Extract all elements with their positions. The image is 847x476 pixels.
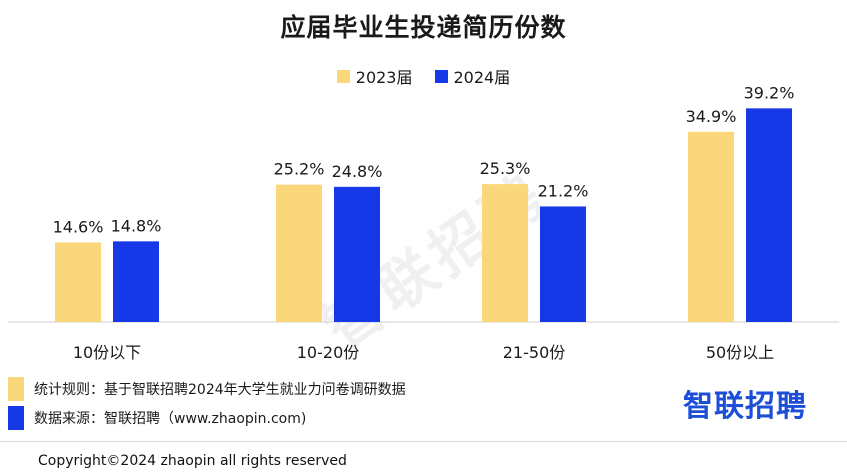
- brand-logo: 智联招聘: [683, 389, 807, 424]
- legend-label-2023: 2023届: [355, 68, 413, 87]
- footnote-swatch-yellow: [8, 377, 24, 401]
- bar-2024届-1: [334, 186, 380, 322]
- chart-legend: 2023届 2024届: [0, 64, 847, 88]
- legend-swatch-2023: [336, 69, 350, 83]
- legend-item-2023: 2023届: [336, 64, 413, 88]
- bar-2024届-0: [113, 241, 159, 322]
- bar-chart: 14.6% 14.8% 10份以下 25.2% 24.8% 10-20份 25.3% 21.2…: [8, 83, 839, 362]
- footnote-swatch-blue: [8, 406, 24, 430]
- x-tick-label-0: 10份以下: [73, 343, 141, 362]
- x-tick-label-1: 10-20份: [297, 343, 360, 362]
- footnote-source: 数据来源：智联招聘（www.zhaopin.com): [8, 406, 306, 430]
- bar-2023届-2: [482, 184, 528, 322]
- bar-2023届-1: [276, 184, 322, 322]
- legend-item-2024: 2024届: [434, 64, 511, 88]
- data-label-2024届-1: 24.8%: [332, 162, 383, 181]
- footnote-stats-rule: 统计规则：基于智联招聘2024年大学生就业力问卷调研数据: [8, 377, 406, 401]
- footer-divider: [0, 441, 847, 442]
- legend-label-2024: 2024届: [453, 68, 511, 87]
- bar-2023届-3: [688, 131, 734, 322]
- data-label-2023届-1: 25.2%: [274, 160, 325, 179]
- data-label-2024届-3: 39.2%: [744, 83, 795, 102]
- bar-2024届-2: [540, 206, 586, 322]
- data-label-2023届-3: 34.9%: [686, 107, 737, 126]
- footnote-stats-rule-text: 统计规则：基于智联招聘2024年大学生就业力问卷调研数据: [34, 382, 406, 398]
- data-label-2024届-0: 14.8%: [111, 216, 162, 235]
- data-label-2023届-2: 25.3%: [480, 159, 531, 178]
- footnote-source-text: 数据来源：智联招聘（www.zhaopin.com): [34, 411, 307, 427]
- copyright-text: Copyright©2024 zhaopin all rights reserv…: [38, 453, 347, 469]
- x-tick-label-2: 21-50份: [503, 343, 566, 362]
- legend-swatch-2024: [434, 69, 448, 83]
- chart-title: 应届毕业生投递简历份数: [280, 13, 567, 42]
- x-tick-label-3: 50份以上: [706, 343, 774, 362]
- data-label-2024届-2: 21.2%: [538, 181, 589, 200]
- data-label-2023届-0: 14.6%: [53, 217, 104, 236]
- bar-2023届-0: [55, 242, 101, 322]
- bar-2024届-3: [746, 108, 792, 322]
